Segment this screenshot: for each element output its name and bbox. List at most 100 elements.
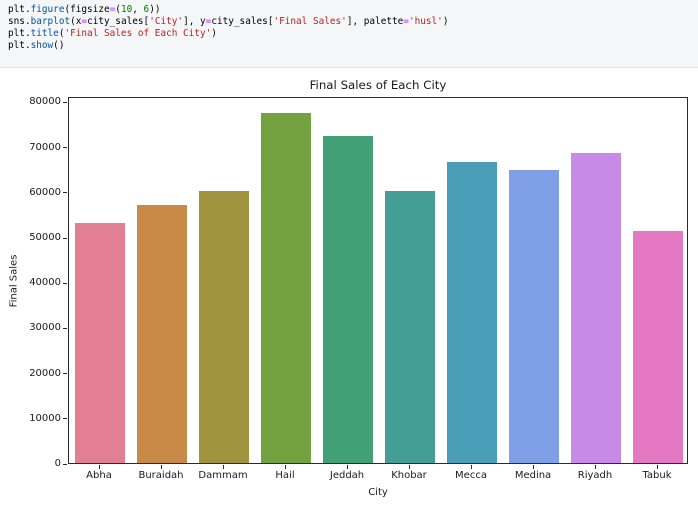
code-token-fn: show — [30, 40, 54, 51]
code-token: ) — [442, 16, 449, 27]
x-tick-label-buraidah: Buraidah — [138, 470, 184, 481]
code-token: plt — [8, 40, 25, 51]
bar-tabuk — [633, 230, 683, 463]
x-tick-label-dammam: Dammam — [198, 470, 248, 481]
code-token: ] — [183, 16, 189, 27]
x-tick-mark — [160, 465, 162, 469]
x-tick-label-mecca: Mecca — [455, 470, 487, 481]
code-token: plt — [8, 28, 25, 39]
bar-khobar — [385, 191, 435, 463]
x-tick-mark — [98, 465, 100, 469]
x-tick-label-tabuk: Tabuk — [642, 470, 672, 481]
y-tick-label-50000: 50000 — [29, 232, 61, 243]
code-token: figsize — [70, 4, 110, 15]
code-cell[interactable]: plt.figure(figsize=(10, 6)) sns.barplot(x… — [0, 0, 698, 68]
x-tick-mark — [470, 465, 472, 469]
code-token-op: = — [205, 16, 212, 27]
y-tick-label-10000: 10000 — [29, 412, 61, 424]
y-tick-label-30000: 30000 — [29, 322, 61, 334]
bar-dammam — [199, 190, 249, 463]
x-tick-mark — [408, 465, 410, 469]
y-tick-mark — [63, 147, 67, 149]
code-token: [ — [143, 16, 150, 27]
code-token: , — [132, 4, 144, 15]
code-line-4: plt.show() — [8, 40, 690, 52]
y-tick-label-70000: 70000 — [29, 141, 61, 153]
code-token: ) — [211, 28, 217, 39]
y-tick-mark — [63, 327, 67, 329]
code-token: , — [352, 16, 364, 27]
code-token: ( — [64, 4, 71, 15]
y-tick-mark — [63, 463, 67, 465]
x-tick-mark — [284, 465, 286, 469]
y-tick-label-60000: 60000 — [29, 186, 61, 198]
x-tick-label-jeddah: Jeddah — [329, 470, 365, 481]
code-line-3: plt.title('Final Sales of Each City') — [8, 28, 690, 40]
code-token-fn: title — [30, 28, 59, 39]
y-tick-label-40000: 40000 — [29, 277, 61, 289]
code-token-num: 10 — [120, 4, 133, 15]
code-token-op: = — [403, 16, 409, 27]
bar-buraidah — [137, 204, 187, 463]
x-tick-mark — [222, 465, 224, 469]
y-tick-mark — [63, 282, 67, 284]
code-token: sns — [8, 16, 25, 27]
bar-hail — [261, 112, 311, 463]
x-tick-label-riyadh: Riyadh — [577, 470, 613, 481]
x-tick-mark — [532, 465, 534, 469]
code-token-op: = — [109, 4, 116, 15]
chart-title: Final Sales of Each City — [309, 78, 447, 92]
code-token: ( — [70, 16, 76, 27]
x-tick-label-khobar: Khobar — [391, 470, 427, 481]
x-tick-mark — [656, 465, 658, 469]
bar-riyadh — [571, 152, 621, 463]
code-token: . — [24, 28, 31, 39]
y-tick-mark — [63, 192, 67, 194]
x-tick-mark — [346, 465, 348, 469]
y-tick-mark — [63, 237, 67, 239]
y-tick-label-20000: 20000 — [29, 367, 61, 379]
bar-abha — [75, 223, 125, 463]
code-line-2: sns.barplot(x=city_sales['City'], y=city… — [8, 16, 690, 28]
code-token: () — [53, 40, 65, 51]
code-token: palette — [363, 16, 404, 27]
x-tick-label-medina: Medina — [514, 470, 552, 481]
x-tick-label-abha: Abha — [86, 470, 112, 481]
code-token: [ — [267, 16, 274, 27]
code-token: city_sales — [211, 16, 268, 27]
code-token: , — [188, 16, 201, 27]
bar-medina — [509, 169, 559, 463]
plot-area — [68, 97, 688, 464]
y-tick-mark — [63, 101, 67, 103]
bar-jeddah — [323, 136, 373, 463]
code-token-num: 6 — [143, 4, 150, 15]
bar-mecca — [447, 162, 497, 463]
code-token-str: 'husl' — [408, 16, 443, 27]
code-token: . — [24, 40, 31, 51]
code-token-str: 'City' — [149, 16, 184, 27]
chart-figure: Final Sales of Each City Final Sales Cit… — [0, 69, 698, 507]
code-token: ( — [115, 4, 121, 15]
y-tick-label-80000: 80000 — [29, 96, 61, 108]
code-token: ] — [346, 16, 353, 27]
code-token-str: 'Final Sales' — [273, 16, 347, 27]
code-token-fn: barplot — [30, 16, 71, 27]
code-token: city_sales — [87, 16, 144, 27]
code-token: . — [24, 4, 31, 15]
code-token: x — [75, 16, 82, 27]
y-tick-mark — [63, 418, 67, 420]
code-token: )) — [149, 4, 161, 15]
code-token-str: 'Final Sales of Each City' — [64, 28, 212, 39]
code-token: plt — [8, 4, 25, 15]
code-token: . — [24, 16, 31, 27]
y-tick-mark — [63, 373, 67, 375]
code-token: y — [200, 16, 206, 27]
y-tick-label-0: 0 — [54, 458, 61, 469]
x-tick-label-hail: Hail — [275, 470, 295, 481]
code-token-op: = — [81, 16, 88, 27]
code-token-fn: figure — [30, 4, 65, 15]
code-token: ( — [58, 28, 65, 39]
code-line-1: plt.figure(figsize=(10, 6)) — [8, 4, 690, 16]
x-axis-label: City — [368, 487, 388, 498]
